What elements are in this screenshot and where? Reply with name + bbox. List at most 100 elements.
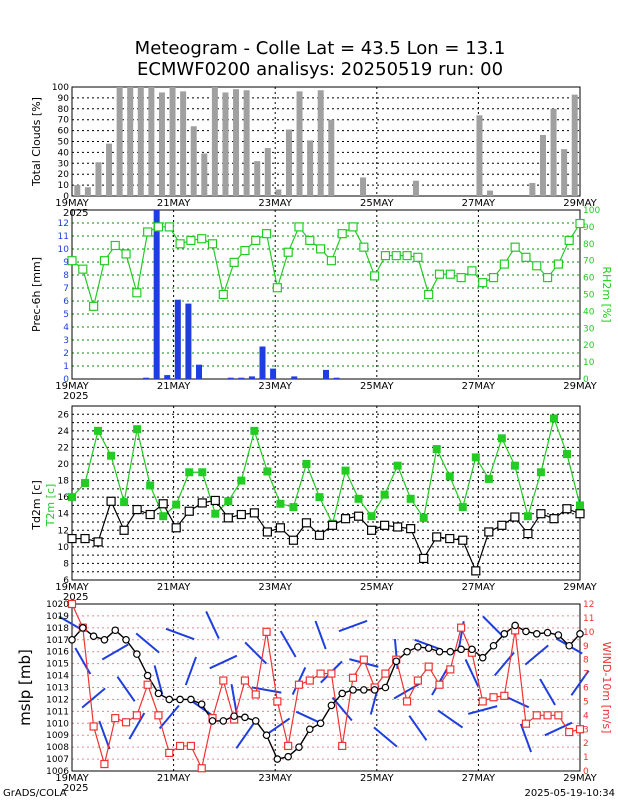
wind-marker — [219, 676, 228, 685]
rh-marker — [110, 240, 120, 251]
t2m-marker — [107, 451, 116, 460]
precip-bar — [174, 299, 181, 379]
rh-marker — [305, 235, 315, 246]
wind-direction-stroke — [230, 684, 238, 714]
t2m-marker — [562, 450, 571, 459]
y-tick-label: 1020 — [46, 600, 69, 610]
t2m-marker — [81, 479, 90, 488]
td2m-marker — [432, 532, 442, 542]
td2m-marker — [510, 512, 520, 522]
y-tick-label: 7 — [63, 284, 69, 294]
mslp-marker — [187, 695, 195, 704]
mslp-marker — [273, 755, 282, 763]
y-tick-label: 9 — [63, 258, 69, 268]
mslp-marker — [176, 695, 184, 704]
y-tick-label: 1015 — [46, 660, 69, 670]
wind-direction-stroke — [116, 676, 136, 702]
y-tick-label: 100 — [583, 206, 600, 216]
y-tick-label: 2 — [63, 349, 69, 359]
rh-marker — [456, 273, 466, 283]
wind-marker — [240, 676, 250, 685]
chart-title-line2: ECMWF0200 analisys: 20250519 run: 00 — [137, 59, 503, 80]
precip-bar — [185, 303, 192, 379]
mslp-marker — [457, 645, 465, 654]
t2m-marker — [276, 499, 285, 508]
rh-marker — [521, 252, 531, 262]
cloud-bar — [95, 162, 102, 196]
x-tick-label: 29MAY — [563, 582, 597, 593]
y-tick-label: 60 — [58, 127, 70, 137]
wind-direction-stroke — [570, 670, 590, 696]
t2m-marker — [159, 512, 168, 521]
cloud-bar — [487, 190, 494, 196]
wind-marker — [132, 711, 141, 720]
mslp-marker — [500, 630, 509, 638]
t2m-marker — [315, 493, 324, 502]
x-tick-label: 25MAY — [360, 381, 394, 392]
wind-marker — [186, 741, 195, 751]
mslp-marker — [370, 686, 379, 694]
wind-marker — [521, 719, 531, 728]
x-tick-label: 23MAY — [258, 198, 292, 209]
cloud-bar — [360, 177, 367, 196]
y-tick-label: 40 — [58, 148, 70, 158]
y-tick-label: 20 — [583, 341, 595, 351]
y-tick-label: 26 — [58, 410, 70, 420]
wind-direction-stroke — [314, 620, 327, 650]
td2m-marker — [536, 509, 546, 519]
td2m-marker — [171, 523, 181, 533]
footer-left: GrADS/COLA — [3, 788, 67, 799]
x-tick-label: 27MAY — [462, 381, 496, 392]
mslp-marker — [392, 657, 401, 666]
cloud-bar — [275, 189, 282, 196]
x-tick-label: 21MAY — [157, 582, 191, 593]
wind-direction-stroke — [524, 644, 549, 666]
wind-axis-label: WIND-10m [m/s] — [600, 642, 613, 734]
td2m-marker — [380, 520, 390, 530]
wind-direction-stroke — [393, 682, 421, 700]
x-tick-label: 23MAY — [258, 773, 292, 784]
y-tick-label: 2 — [583, 739, 589, 749]
rh-marker — [532, 261, 542, 271]
cloud-bar — [285, 129, 292, 196]
wind-direction-stroke — [338, 619, 368, 633]
rh-marker — [359, 242, 369, 252]
y-tick-label: 12 — [583, 600, 594, 610]
mslp-marker — [143, 671, 152, 680]
y-tick-label: 8 — [63, 271, 69, 281]
td2m-marker — [197, 498, 207, 508]
rh-marker — [424, 289, 434, 300]
y-tick-label: 4 — [63, 323, 69, 333]
wind-marker — [262, 627, 271, 636]
wind-marker — [554, 711, 563, 720]
cloud-bar — [148, 87, 155, 196]
y-tick-label: 5 — [63, 310, 69, 320]
td2m-marker — [132, 504, 142, 515]
cloud-bar — [264, 148, 271, 196]
rh-marker — [67, 256, 77, 266]
mslp-marker — [403, 647, 411, 656]
td2m-marker — [419, 553, 429, 564]
x-tick-label: 23MAY — [258, 582, 292, 593]
x-tick-label: 25MAY — [360, 582, 394, 593]
rh-marker — [153, 222, 164, 232]
t2m-marker — [94, 426, 103, 435]
wind-direction-stroke — [467, 705, 498, 715]
y-tick-label: 1010 — [46, 719, 69, 729]
mslp-marker — [435, 647, 444, 656]
wind-direction-stroke — [464, 658, 480, 688]
y-tick-label: 8 — [583, 656, 589, 666]
rh-marker — [326, 256, 337, 266]
mslp-marker — [284, 752, 292, 761]
mslp-marker — [424, 644, 433, 652]
rh-marker — [542, 273, 553, 283]
wind-direction-stroke — [98, 720, 111, 750]
y-tick-label: 1013 — [46, 684, 69, 694]
x-tick-label: 29MAY — [563, 198, 597, 209]
t2m-marker — [224, 497, 233, 506]
wind-marker — [435, 680, 444, 689]
td2m-marker — [210, 495, 220, 506]
y-tick-label: 1016 — [46, 648, 69, 658]
y-tick-label: 1008 — [46, 743, 69, 753]
mslp-marker — [446, 647, 455, 656]
